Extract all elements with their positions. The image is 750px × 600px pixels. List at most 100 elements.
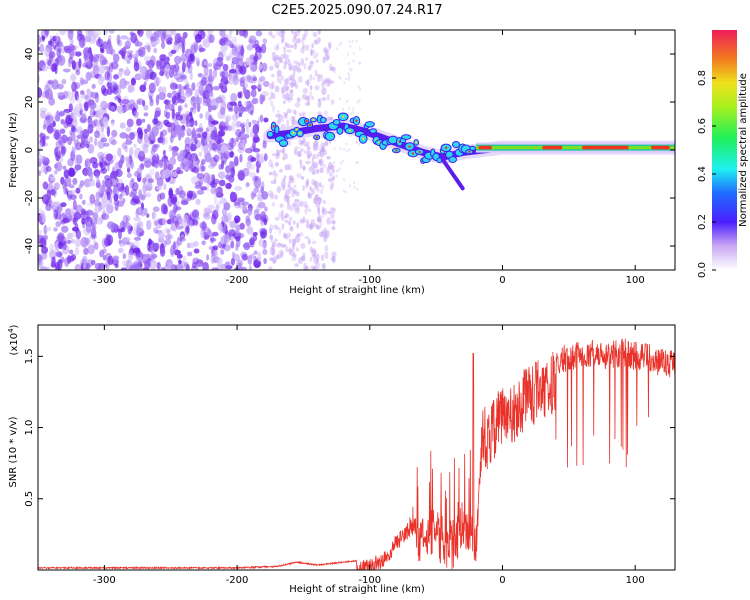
heatmap-cell bbox=[142, 177, 147, 184]
heatmap-cell bbox=[304, 44, 310, 52]
heatmap-cell bbox=[225, 55, 231, 62]
heatmap-cell bbox=[291, 30, 294, 35]
heatmap-cell bbox=[332, 219, 335, 226]
heatmap-cell bbox=[121, 259, 128, 267]
snr-y-ticks: 0.5 1.0 1.5 bbox=[24, 348, 675, 507]
heatmap-cell bbox=[82, 260, 87, 270]
heatmap-cell bbox=[252, 123, 260, 135]
heatmap-cell bbox=[99, 162, 104, 168]
heatmap-cell bbox=[355, 39, 358, 43]
heatmap-cell bbox=[42, 123, 47, 130]
heatmap-cell bbox=[231, 45, 238, 56]
heatmap-cell bbox=[89, 170, 94, 182]
heatmap-cell bbox=[74, 238, 82, 248]
heatmap-cell bbox=[45, 166, 52, 173]
heatmap-cell bbox=[196, 172, 205, 180]
spectrogram-y-tick-label: -20 bbox=[24, 190, 35, 206]
heatmap-cell bbox=[247, 254, 253, 265]
heatmap-cell bbox=[258, 51, 262, 60]
heatmap-cell bbox=[55, 140, 63, 149]
heatmap-cell bbox=[285, 86, 289, 93]
heatmap-cell bbox=[159, 131, 164, 142]
heatmap-cell bbox=[95, 191, 101, 201]
heatmap-cell bbox=[68, 43, 75, 51]
heatmap-cell bbox=[107, 81, 112, 89]
heatmap-cell bbox=[278, 211, 282, 219]
heatmap-cell bbox=[292, 188, 298, 194]
heatmap-cell bbox=[292, 69, 296, 77]
heatmap-cell bbox=[135, 208, 140, 219]
heatmap-cell bbox=[239, 153, 243, 163]
heatmap-cell bbox=[182, 93, 191, 98]
heatmap-cell bbox=[326, 56, 330, 60]
heatmap-cell bbox=[284, 164, 290, 171]
heatmap-cell bbox=[120, 267, 127, 270]
heatmap-cell bbox=[124, 145, 128, 153]
heatmap-cell bbox=[290, 89, 294, 93]
heatmap-cell bbox=[162, 31, 167, 40]
heatmap-cell bbox=[324, 251, 329, 260]
heatmap-cell bbox=[145, 186, 153, 191]
heatmap-cell bbox=[314, 139, 319, 147]
heatmap-cell bbox=[77, 30, 83, 37]
heatmap-cell bbox=[261, 95, 266, 102]
heatmap-cell bbox=[305, 160, 311, 165]
heatmap-cell bbox=[304, 204, 308, 208]
heatmap-cell bbox=[95, 173, 100, 180]
heatmap-cell bbox=[158, 159, 164, 169]
heatmap-cell bbox=[113, 84, 119, 95]
signal-peak bbox=[308, 123, 312, 127]
heatmap-cell bbox=[207, 204, 215, 210]
heatmap-cell bbox=[63, 169, 70, 179]
heatmap-cell bbox=[231, 137, 235, 145]
heatmap-cell bbox=[352, 52, 355, 56]
heatmap-cell bbox=[262, 80, 270, 88]
heatmap-cell bbox=[317, 214, 322, 223]
heatmap-cell bbox=[138, 189, 142, 199]
heatmap-cell bbox=[196, 96, 200, 103]
heatmap-cell bbox=[238, 232, 245, 239]
heatmap-cell bbox=[290, 189, 296, 198]
heatmap-cell bbox=[327, 78, 331, 87]
snr-x-ticks: -300 -200 -100 0 100 bbox=[93, 325, 645, 586]
heatmap-cell bbox=[359, 61, 362, 65]
heatmap-cell bbox=[307, 238, 311, 245]
heatmap-cell bbox=[268, 171, 274, 176]
heatmap-cell bbox=[304, 102, 311, 106]
heatmap-cell bbox=[162, 217, 167, 226]
heatmap-cell bbox=[117, 97, 122, 103]
heatmap-cell bbox=[157, 160, 162, 166]
heatmap-cell bbox=[130, 77, 137, 86]
heatmap-cell bbox=[288, 81, 293, 86]
heatmap-cell bbox=[223, 150, 231, 160]
heatmap-cell bbox=[321, 81, 325, 88]
heatmap-cell bbox=[96, 121, 101, 127]
heatmap-cell bbox=[310, 48, 314, 57]
heatmap-cell bbox=[301, 93, 307, 100]
heatmap-cell bbox=[180, 74, 187, 80]
heatmap-cell bbox=[304, 265, 310, 270]
heatmap-cell bbox=[232, 75, 240, 86]
heatmap-cell bbox=[160, 135, 166, 145]
heatmap-cell bbox=[91, 32, 99, 39]
heatmap-cell bbox=[308, 223, 314, 230]
heatmap-cell bbox=[300, 243, 306, 249]
heatmap-cell bbox=[127, 249, 134, 261]
heatmap-cell bbox=[282, 156, 285, 161]
heatmap-cell bbox=[287, 139, 292, 147]
heatmap-cell bbox=[80, 89, 86, 99]
heatmap-cell bbox=[98, 155, 104, 166]
heatmap-cell bbox=[348, 67, 351, 71]
heatmap-cell bbox=[204, 235, 210, 240]
heatmap-cell bbox=[105, 44, 112, 54]
heatmap-cell bbox=[270, 91, 274, 99]
heatmap-cell bbox=[291, 255, 297, 262]
snr-y-axis-label: SNR (10 * v/v) bbox=[8, 416, 19, 487]
heatmap-cell bbox=[106, 126, 111, 137]
heatmap-cell bbox=[162, 137, 169, 145]
heatmap-cell bbox=[358, 99, 361, 103]
heatmap-cell bbox=[313, 222, 317, 227]
heatmap-cell bbox=[166, 37, 173, 42]
heatmap-cell bbox=[94, 205, 102, 214]
heatmap-cell bbox=[126, 59, 131, 64]
